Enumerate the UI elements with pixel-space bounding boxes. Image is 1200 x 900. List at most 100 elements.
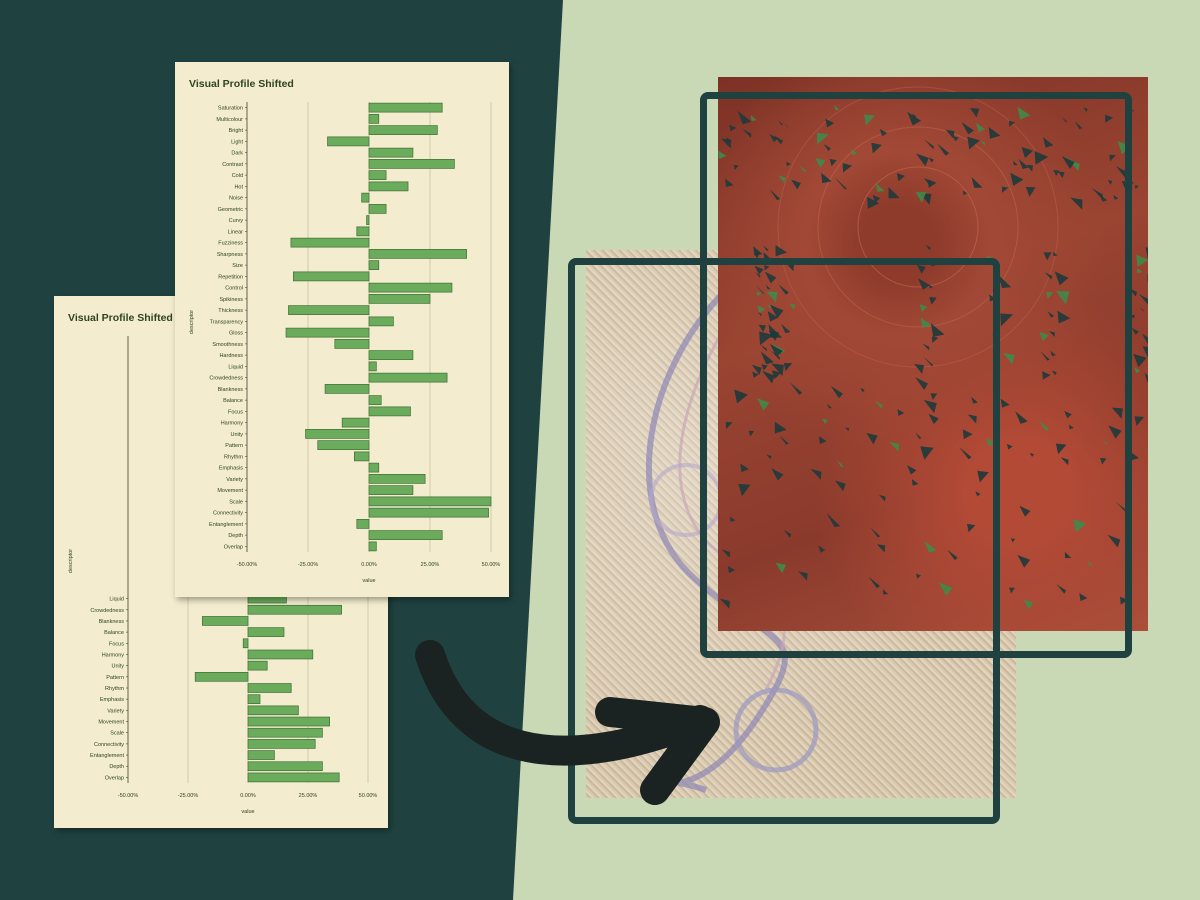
category-label: Transparency bbox=[210, 319, 244, 325]
shard bbox=[925, 244, 932, 251]
category-label: Fuzziness bbox=[218, 241, 243, 247]
shard bbox=[1061, 117, 1068, 123]
bar bbox=[327, 136, 370, 147]
shard bbox=[929, 296, 937, 305]
shard bbox=[971, 396, 978, 404]
category-label: Focus bbox=[228, 409, 243, 415]
shard bbox=[781, 323, 791, 334]
category-label: Noise bbox=[229, 196, 243, 202]
bar bbox=[247, 761, 323, 772]
shard bbox=[1018, 158, 1029, 169]
category-label: Movement bbox=[98, 720, 124, 726]
shard bbox=[830, 385, 844, 399]
shard bbox=[818, 436, 827, 445]
shard bbox=[1057, 310, 1071, 324]
category-label: Depth bbox=[109, 764, 124, 770]
shard bbox=[789, 303, 796, 310]
shard bbox=[1017, 555, 1031, 568]
shard bbox=[834, 480, 846, 492]
bar bbox=[247, 750, 275, 760]
shard bbox=[1105, 114, 1114, 123]
shard bbox=[989, 294, 997, 302]
bar bbox=[368, 462, 380, 473]
bar bbox=[368, 395, 382, 405]
shard bbox=[829, 158, 837, 167]
shard bbox=[1053, 251, 1058, 257]
bar bbox=[368, 350, 414, 360]
shard bbox=[959, 447, 972, 460]
shard bbox=[810, 468, 822, 480]
bar bbox=[368, 249, 467, 259]
category-label: Dark bbox=[231, 151, 243, 157]
shard bbox=[923, 356, 934, 367]
artwork-shards-drawing bbox=[718, 86, 1148, 610]
shard bbox=[1134, 366, 1141, 374]
category-label: Liquid bbox=[228, 364, 243, 370]
shard bbox=[1051, 370, 1057, 376]
bar bbox=[368, 114, 380, 124]
shard bbox=[975, 491, 981, 497]
category-label: Entanglement bbox=[90, 753, 124, 759]
x-tick-label: -25.00% bbox=[178, 793, 199, 799]
category-label: Entanglement bbox=[209, 522, 243, 528]
shard bbox=[897, 409, 905, 416]
shard bbox=[767, 311, 779, 322]
shard bbox=[1055, 443, 1067, 455]
shard bbox=[1064, 551, 1072, 559]
shard bbox=[850, 149, 858, 156]
shard bbox=[818, 545, 826, 553]
bar bbox=[247, 716, 330, 727]
shard bbox=[1023, 600, 1034, 610]
bar bbox=[317, 440, 370, 450]
shard bbox=[915, 377, 928, 390]
category-label: Crowdedness bbox=[209, 376, 243, 382]
shard bbox=[1113, 194, 1119, 200]
category-label: Depth bbox=[228, 533, 243, 539]
shard bbox=[1083, 107, 1088, 112]
shard bbox=[758, 324, 767, 333]
category-label: Harmony bbox=[221, 421, 244, 427]
shard bbox=[759, 331, 773, 346]
shard bbox=[875, 182, 885, 192]
shard bbox=[734, 389, 748, 404]
bar bbox=[368, 204, 387, 214]
shard bbox=[928, 157, 935, 163]
shard bbox=[872, 194, 881, 203]
bar bbox=[368, 147, 414, 158]
bar bbox=[247, 660, 268, 671]
shard bbox=[860, 387, 865, 393]
shard bbox=[1021, 146, 1033, 159]
shard bbox=[988, 127, 1001, 139]
shard bbox=[826, 513, 841, 527]
shard bbox=[761, 364, 768, 371]
shard bbox=[791, 179, 801, 190]
x-tick-label: 50.00% bbox=[359, 793, 378, 799]
shard bbox=[930, 393, 938, 401]
category-label: Unity bbox=[111, 664, 124, 670]
bar bbox=[247, 772, 340, 783]
shard bbox=[760, 344, 767, 352]
bar bbox=[368, 260, 380, 270]
shard bbox=[1109, 154, 1116, 162]
shard bbox=[823, 144, 831, 152]
bar bbox=[368, 485, 414, 495]
shard bbox=[1042, 371, 1051, 380]
bar bbox=[194, 672, 249, 682]
bar bbox=[368, 530, 443, 540]
shard bbox=[1043, 252, 1052, 261]
shard bbox=[775, 244, 787, 257]
shard bbox=[931, 336, 939, 343]
category-label: Smoothness bbox=[212, 342, 243, 348]
shard bbox=[915, 153, 929, 167]
shard bbox=[920, 446, 934, 460]
shard bbox=[919, 304, 928, 313]
shard bbox=[756, 398, 770, 411]
shard bbox=[751, 364, 762, 375]
shard bbox=[782, 121, 789, 128]
shard bbox=[757, 311, 763, 317]
category-label: Pattern bbox=[106, 675, 124, 681]
shard bbox=[920, 317, 932, 329]
shard bbox=[1029, 452, 1034, 457]
shard bbox=[997, 274, 1012, 288]
shard bbox=[916, 264, 926, 274]
